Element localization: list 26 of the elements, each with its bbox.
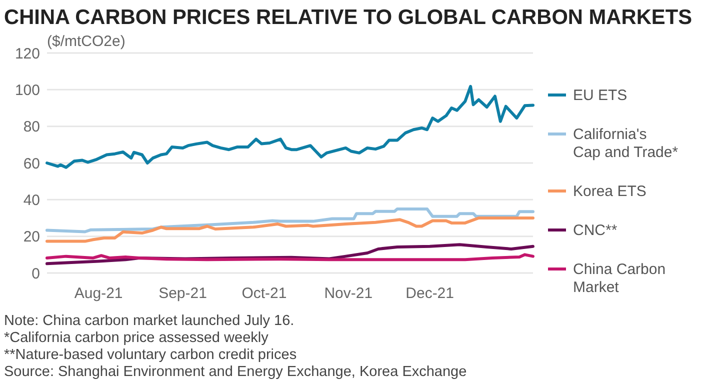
text: Note: China carbon market launched July 16. [4, 313, 294, 329]
x-tick-label: Aug-21 [74, 285, 123, 302]
y-tick-label: 80 [23, 118, 40, 136]
y-tick-label: 40 [23, 192, 40, 209]
line-series [46, 208, 534, 234]
legend-label: CNC** [573, 222, 618, 239]
legend-label: China Carbon Market [573, 261, 666, 296]
y-tick-label: 20 [23, 228, 40, 246]
x-tick-label: Oct-21 [242, 285, 287, 302]
x-tick-label: Sep-21 [158, 285, 207, 302]
y-axis-title: ($/mtCO2e) [47, 33, 126, 50]
text: *California carbon price assessed weekly [4, 330, 270, 346]
line-series [46, 84, 534, 169]
y-tick-label: 0 [32, 265, 40, 282]
legend-label: California's Cap and Trade* [573, 126, 678, 161]
y-tick-label: 100 [14, 82, 40, 99]
x-tick-label: Dec-21 [406, 285, 454, 302]
y-tick-label: 120 [14, 45, 40, 62]
text: **Nature-based voluntary carbon credit prices [4, 347, 297, 363]
line-series [46, 216, 534, 243]
y-tick-label: 60 [23, 155, 40, 172]
x-tick-label: Nov-21 [324, 285, 373, 302]
source-note: Source: Shanghai Environment and Energy Exchange, Korea Exchange [4, 364, 467, 380]
chart-title: CHINA CARBON PRICES RELATIVE TO GLOBAL CARBON MARKETS [4, 6, 696, 29]
legend-label: Korea ETS [573, 183, 646, 200]
legend-label: EU ETS [573, 87, 628, 104]
